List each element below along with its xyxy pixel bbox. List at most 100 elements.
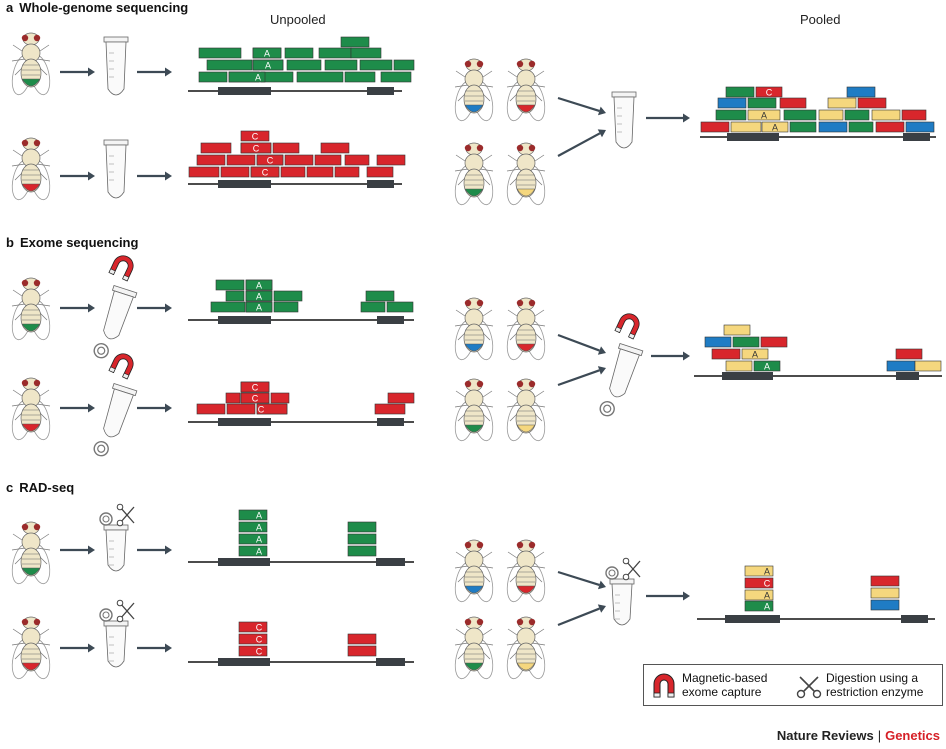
sequence-read: C <box>238 633 268 645</box>
read-bar <box>272 142 300 154</box>
fly-leg <box>506 323 521 327</box>
arrow-shaft <box>557 369 600 387</box>
magnet-pole <box>122 274 130 282</box>
read-variant-letter: A <box>256 547 262 557</box>
tube-body <box>103 290 134 340</box>
read-bar <box>252 47 282 59</box>
scissor-handle <box>622 557 630 565</box>
read-bar <box>238 545 268 557</box>
fly-eye-right <box>33 34 41 42</box>
arrow-icon <box>60 303 95 313</box>
read-bar <box>220 166 250 178</box>
read-bar <box>273 290 303 302</box>
arrow-head <box>597 346 606 355</box>
fly-icon <box>454 378 494 442</box>
arrow-head <box>165 403 172 413</box>
sequence-read <box>779 97 807 109</box>
read-bar <box>284 47 314 59</box>
fly-icon <box>506 142 546 206</box>
coil-inner <box>102 515 110 523</box>
read-bar <box>252 59 284 71</box>
arrow-head <box>683 113 690 123</box>
read-bar <box>870 587 900 599</box>
read-bar <box>895 348 923 360</box>
scissor-handle <box>116 599 124 607</box>
read-bar <box>240 142 272 154</box>
panel-b-heading: b Exome sequencing <box>6 235 138 250</box>
read-variant-letter: C <box>252 394 259 404</box>
sequence-read <box>818 109 844 121</box>
read-bar <box>240 381 270 393</box>
read-bar <box>818 121 848 133</box>
read-bar <box>314 154 342 166</box>
fly-leg <box>506 565 521 569</box>
scissors-legend-icon <box>796 676 822 699</box>
magnet-icon <box>108 255 134 282</box>
fly-abdomen-tip <box>21 78 41 87</box>
read-bar <box>238 633 268 645</box>
arrow-head <box>88 545 95 555</box>
fly-eye-left <box>516 380 524 388</box>
magnet-legend-icon <box>653 673 675 698</box>
read-bar <box>344 71 376 83</box>
fly-eye-right <box>528 60 536 68</box>
sequence-read <box>284 47 314 59</box>
sequence-read: A <box>741 348 769 360</box>
fly-abdomen-tip <box>464 585 484 594</box>
fly-icon <box>454 616 494 680</box>
fly-leg <box>479 404 494 408</box>
exon-block <box>377 418 404 426</box>
footer-separator: | <box>877 728 882 743</box>
tube-body <box>105 529 127 572</box>
read-bar <box>783 109 817 121</box>
fly-eye-left <box>464 380 472 388</box>
sequence-read <box>198 47 242 59</box>
sequence-read <box>393 59 415 71</box>
magnet-icon <box>108 353 134 380</box>
sequence-read <box>387 392 415 404</box>
sequence-read: A <box>744 589 774 601</box>
read-bar <box>240 392 270 404</box>
arrow-icon <box>137 403 172 413</box>
read-bar <box>700 121 730 133</box>
tube-icon <box>103 139 129 199</box>
sequence-read <box>359 59 393 71</box>
fly-eye-left <box>464 541 472 549</box>
read-bar <box>347 533 377 545</box>
fly-icon <box>506 616 546 680</box>
capture-tube-icon <box>599 342 644 417</box>
coil-icon <box>99 608 113 622</box>
sequence-read: A <box>245 279 273 291</box>
legend-scissors-line2: restriction enzyme <box>826 685 924 699</box>
read-bar <box>365 290 395 302</box>
sequence-read <box>334 166 360 178</box>
read-bar <box>320 142 350 154</box>
fly-eye-right <box>528 541 536 549</box>
fly-abdomen-tip <box>464 424 484 433</box>
scissor-blade <box>119 602 135 620</box>
fly-abdomen-tip <box>21 323 41 332</box>
fly-eye-left <box>516 60 524 68</box>
fly-leg <box>531 404 546 408</box>
fly-icon <box>506 539 546 603</box>
sequence-read <box>725 86 755 98</box>
read-bar <box>827 97 857 109</box>
read-bar <box>374 403 406 415</box>
tube-rim <box>103 139 129 146</box>
sequence-read <box>286 59 322 71</box>
fly-leg <box>36 303 51 307</box>
read-bar <box>747 109 781 121</box>
chromosome-track <box>700 133 936 141</box>
journal-section: Genetics <box>885 728 940 743</box>
panel-b-title: Exome sequencing <box>19 235 139 250</box>
sequence-read: C <box>238 645 268 657</box>
read-bar <box>245 290 273 302</box>
sequence-read <box>365 290 395 302</box>
fly-leg <box>36 403 51 407</box>
tube-icon <box>103 36 129 96</box>
read-bar <box>245 279 273 291</box>
read-bar <box>717 97 747 109</box>
arrow-head <box>597 129 606 138</box>
sequence-read <box>914 360 942 372</box>
fly-eye-right <box>476 541 484 549</box>
